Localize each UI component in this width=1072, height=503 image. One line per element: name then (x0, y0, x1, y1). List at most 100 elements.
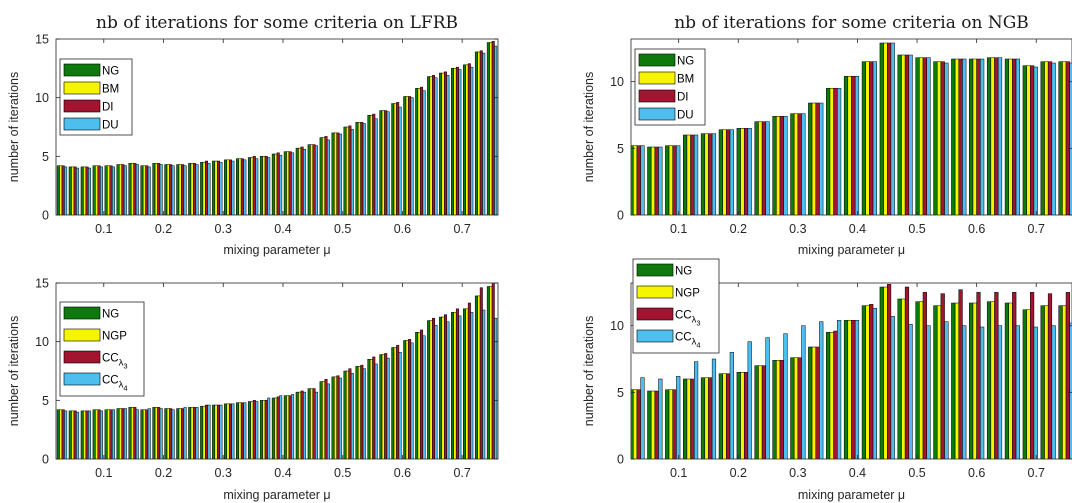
bar-cc4-17 (255, 401, 259, 459)
y-axis-label: number of iterations (7, 316, 21, 426)
bar-bm-25 (1062, 61, 1067, 215)
bar-bm-26 (357, 122, 361, 215)
bar-ng-17 (915, 301, 920, 459)
chart-panel-2: 0.1 0.2 0.3 0.4 0.5 0.6 0.7 0 5 10 nb of iteration… (582, 13, 1072, 257)
bar-cc3-17 (252, 400, 256, 459)
bar-di-23 (324, 136, 328, 215)
bar-bm-3 (83, 166, 87, 215)
bar-cc3-16 (240, 402, 244, 459)
bar-ng-13 (200, 161, 204, 215)
bar-cc3-1 (61, 409, 65, 459)
bar-cc3-16 (904, 286, 910, 459)
x-tick-label: 0.1 (670, 222, 687, 236)
bar-ngp-33 (441, 316, 445, 459)
bar-ng-35 (462, 308, 466, 459)
bar-ng-18 (933, 305, 938, 459)
bar-bm-14 (214, 160, 218, 215)
bar-ngp-23 (1026, 309, 1031, 459)
bar-ngp-2 (650, 390, 656, 459)
bar-bm-36 (477, 51, 481, 215)
bar-ng-9 (772, 360, 777, 459)
legend: NG BM DI DU (634, 48, 706, 126)
y-tick-label: 5 (617, 142, 624, 156)
bar-bm-18 (262, 156, 266, 215)
bar-cc3-33 (443, 314, 447, 459)
bar-ng-21 (295, 391, 299, 459)
x-tick-label: 0.1 (95, 222, 112, 236)
y-axis-label: number of iterations (7, 72, 21, 182)
bar-ng-2 (68, 410, 72, 459)
bar-du-21 (303, 149, 307, 215)
bar-ngp-1 (59, 409, 63, 459)
y-tick-label: 5 (42, 394, 49, 408)
bar-bm-14 (865, 61, 870, 215)
bar-cc4-28 (386, 357, 390, 459)
bar-cc4-11 (183, 407, 187, 459)
bar-cc3-29 (396, 344, 400, 459)
bar-du-8 (147, 166, 151, 215)
bar-di-28 (384, 110, 388, 215)
bar-ng-11 (808, 102, 813, 215)
bar-cc4-19 (279, 395, 283, 459)
bar-di-20 (976, 58, 981, 215)
x-tick-label: 0.3 (789, 466, 806, 480)
bar-ng-28 (379, 110, 383, 215)
bar-ngp-16 (901, 298, 906, 459)
legend-swatch-ng (63, 63, 101, 77)
bar-du-29 (398, 106, 402, 215)
x-tick-label: 0.2 (730, 222, 747, 236)
bar-ng-15 (879, 42, 884, 215)
bar-cc4-14 (872, 308, 877, 459)
bar-cc4-10 (801, 325, 806, 459)
bar-cc4-6 (729, 352, 734, 459)
bar-ng-34 (451, 312, 454, 459)
bar-bm-12 (190, 163, 194, 215)
y-tick-label: 10 (610, 75, 624, 89)
bar-cc3-27 (372, 356, 376, 459)
bar-cc3-22 (1012, 292, 1017, 459)
legend-label-du: DU (102, 120, 119, 132)
bar-cc4-18 (944, 321, 949, 459)
bar-ngp-12 (190, 407, 194, 459)
bar-ng-14 (212, 404, 216, 459)
x-tick-label: 0.3 (789, 222, 806, 236)
bar-du-1 (64, 166, 68, 215)
legend-swatch-ng (638, 53, 676, 67)
bar-ng-26 (355, 366, 359, 459)
bar-ngp-22 (1008, 302, 1013, 459)
bar-cc3-25 (348, 368, 352, 459)
legend-label-ng: NG (675, 266, 692, 278)
legend-swatch-ngp (63, 328, 101, 342)
bar-ng-3 (80, 166, 84, 215)
bar-di-9 (779, 116, 784, 215)
bar-di-3 (85, 166, 89, 215)
bar-cc3-7 (743, 372, 749, 459)
bar-bm-5 (704, 133, 709, 215)
bar-bm-18 (936, 61, 942, 215)
bar-cc4-22 (315, 391, 318, 459)
bar-cc3-2 (654, 390, 659, 459)
bar-bm-23 (322, 137, 326, 215)
bar-ngp-22 (310, 388, 314, 459)
bar-cc4-6 (123, 408, 127, 459)
bar-bm-7 (740, 128, 745, 215)
bar-ng-6 (718, 373, 723, 459)
bar-bm-22 (1008, 58, 1013, 215)
chart-title: nb of iterations for some criteria on LF… (96, 13, 458, 33)
bar-di-25 (348, 125, 352, 215)
bar-di-30 (408, 96, 412, 215)
bar-di-23 (1030, 65, 1035, 215)
bar-ng-27 (367, 115, 371, 215)
bar-di-37 (491, 41, 495, 215)
bar-di-27 (372, 113, 376, 215)
bar-ngp-25 (345, 370, 349, 459)
bar-cc4-4 (100, 410, 103, 459)
bar-du-7 (135, 164, 139, 215)
bar-cc3-18 (264, 400, 268, 459)
bar-ng-16 (236, 158, 239, 215)
bar-ng-22 (307, 388, 311, 459)
bar-ng-5 (700, 377, 706, 459)
bar-ng-4 (92, 165, 96, 215)
